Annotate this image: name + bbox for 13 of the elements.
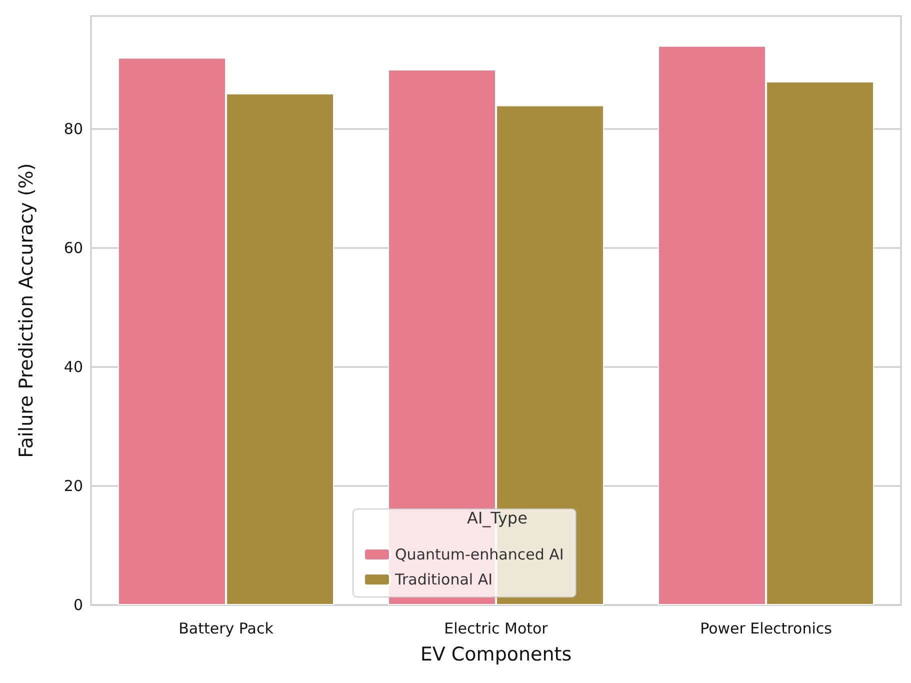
y-tick-label: 0 [73, 596, 83, 614]
legend-label: Traditional AI [394, 570, 493, 588]
legend-title: AI_Type [467, 508, 528, 528]
y-tick-label: 80 [64, 120, 83, 138]
legend-label: Quantum-enhanced AI [395, 546, 564, 564]
x-axis-title: EV Components [420, 644, 572, 666]
y-tick-label: 20 [64, 477, 83, 496]
y-axis-title: Failure Prediction Accuracy (%) [16, 163, 38, 458]
x-tick-label: Power Electronics [700, 620, 832, 638]
y-tick-label: 60 [64, 239, 83, 258]
x-tick-label: Electric Motor [444, 620, 549, 638]
y-tick-label: 40 [64, 358, 83, 376]
x-tick-label: Battery Pack [178, 620, 274, 638]
